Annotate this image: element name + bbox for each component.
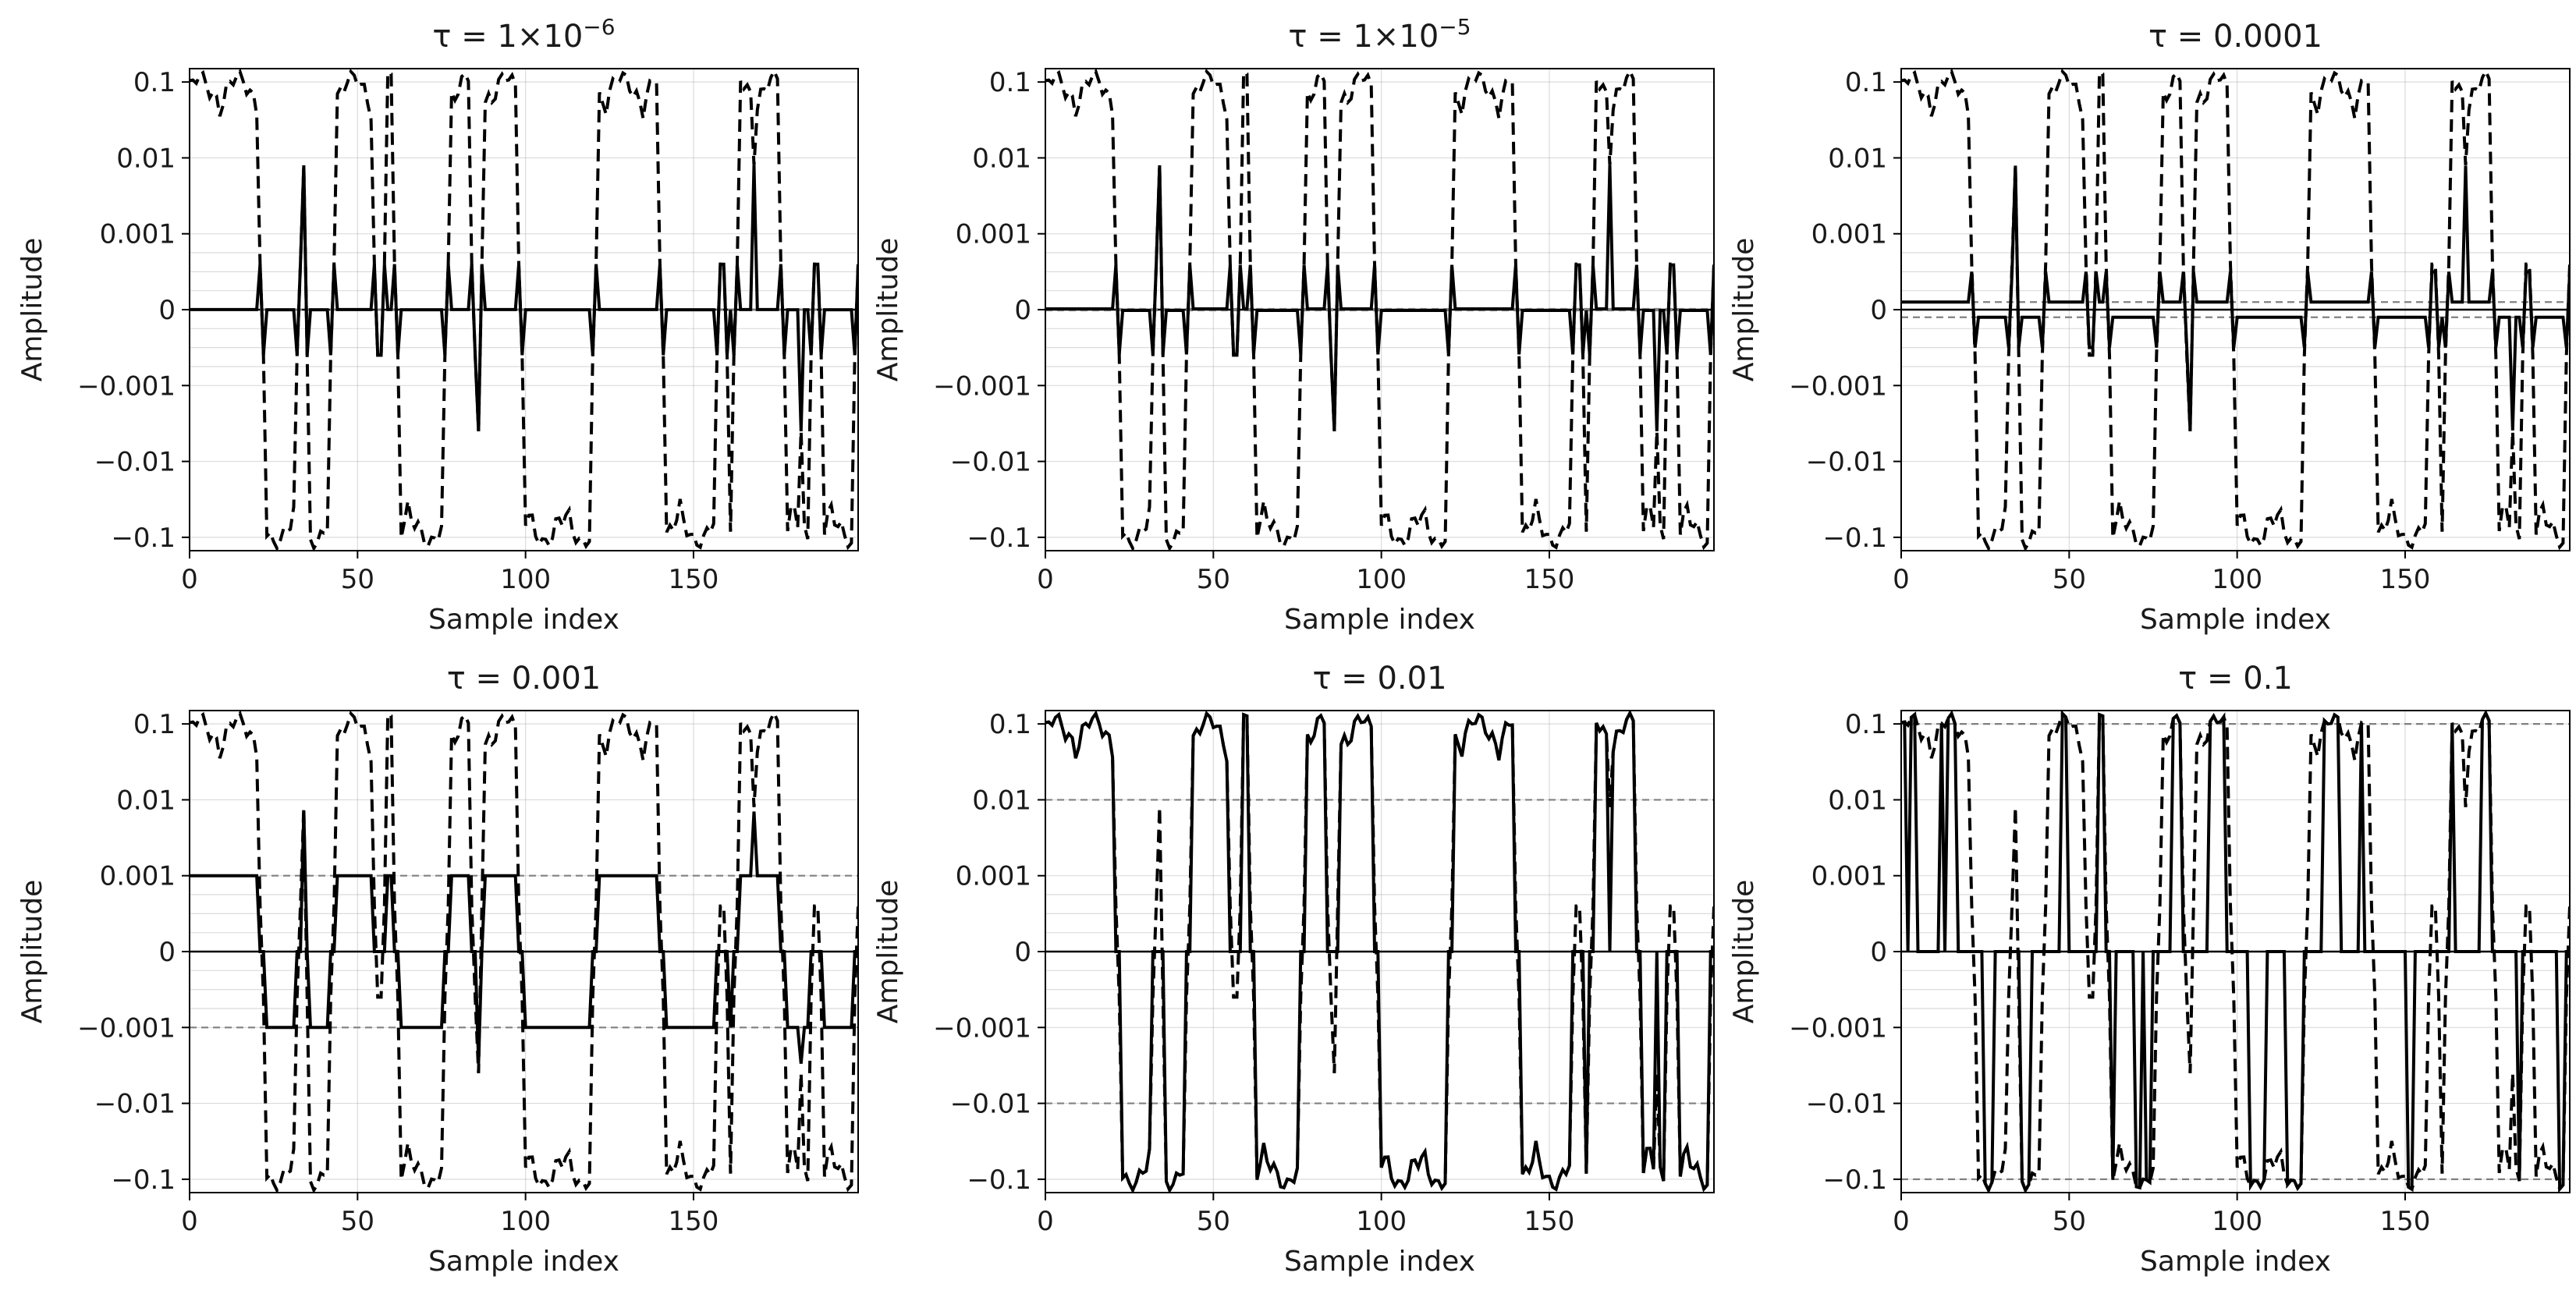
y-tick-label: 0.1 xyxy=(989,67,1031,98)
subplot-1: 0 50 100 150 0.1 0.01 0.001 0 −0.001 −0.01 −0.1 Sam… xyxy=(16,14,859,636)
y-tick-label: −0.001 xyxy=(77,1012,176,1044)
subplot-title: τ = 0.0001 xyxy=(2148,19,2322,55)
y-tick-label: 0.1 xyxy=(133,67,176,98)
x-axis-label: Sample index xyxy=(1284,1246,1475,1278)
x-tick-label: 50 xyxy=(2053,1206,2086,1237)
y-tick-label: −0.001 xyxy=(77,370,176,402)
x-axis-label: Sample index xyxy=(428,1246,619,1278)
y-tick-label: 0.001 xyxy=(956,861,1031,892)
y-axis-label: Amplitude xyxy=(1728,238,1760,381)
y-tick-label: −0.01 xyxy=(94,1089,176,1120)
y-tick-label: −0.1 xyxy=(111,523,176,554)
x-tick-label: 150 xyxy=(2380,1206,2431,1237)
subplot-2: 0 50 100 150 0.1 0.01 0.001 0 −0.001 −0.01 −0.1 Sam… xyxy=(872,14,1715,636)
series-input-signal xyxy=(1901,711,2570,1193)
x-tick-label: 100 xyxy=(2212,1206,2262,1237)
y-tick-label: −0.01 xyxy=(1806,447,1887,478)
series-thresholded-signal xyxy=(1901,711,2570,1193)
x-tick-label: 0 xyxy=(1893,564,1910,595)
y-tick-label: 0.001 xyxy=(100,861,176,892)
subplot-6: 0 50 100 150 0.1 0.01 0.001 0 −0.001 −0.01 −0.1 Sam… xyxy=(1728,661,2571,1278)
y-tick-label: −0.01 xyxy=(1806,1089,1887,1120)
y-tick-label: −0.1 xyxy=(1822,1165,1887,1196)
y-axis-label: Amplitude xyxy=(1728,880,1760,1023)
x-axis-label: Sample index xyxy=(2140,1246,2331,1278)
y-tick-label: −0.01 xyxy=(950,447,1031,478)
x-tick-label: 50 xyxy=(1197,564,1230,595)
y-axis-label: Amplitude xyxy=(16,238,48,381)
subplot-title: τ = 0.1 xyxy=(2178,661,2293,697)
subplot-4: 0 50 100 150 0.1 0.01 0.001 0 −0.001 −0.01 −0.1 Sam… xyxy=(16,661,859,1278)
x-tick-label: 0 xyxy=(181,1206,198,1237)
x-tick-label: 50 xyxy=(341,1206,374,1237)
series-thresholded-signal xyxy=(1045,165,1714,431)
x-tick-label: 50 xyxy=(1197,1206,1230,1237)
subplot-title: τ = 1×10−5 xyxy=(1288,14,1471,55)
x-tick-label: 50 xyxy=(2053,564,2086,595)
y-tick-label: 0.01 xyxy=(116,143,176,174)
x-axis-label: Sample index xyxy=(2140,604,2331,636)
y-axis-label: Amplitude xyxy=(16,880,48,1023)
y-tick-label: −0.1 xyxy=(967,523,1031,554)
y-tick-label: −0.01 xyxy=(94,447,176,478)
y-tick-label: 0.001 xyxy=(100,219,176,250)
y-tick-label: 0 xyxy=(1870,295,1887,326)
series-thresholded-signal xyxy=(190,811,858,1064)
series-thresholded-signal xyxy=(1901,165,2570,431)
y-tick-label: −0.1 xyxy=(1822,523,1887,554)
y-axis-label: Amplitude xyxy=(872,238,904,381)
x-tick-label: 0 xyxy=(1037,1206,1054,1237)
y-tick-label: 0.001 xyxy=(956,219,1031,250)
y-tick-label: 0.1 xyxy=(1845,709,1887,740)
x-tick-label: 150 xyxy=(2380,564,2431,595)
y-tick-label: 0.01 xyxy=(972,785,1031,816)
subplot-title: τ = 0.01 xyxy=(1312,661,1446,697)
y-tick-label: 0 xyxy=(1014,937,1031,968)
y-tick-label: 0.01 xyxy=(116,785,176,816)
x-tick-label: 50 xyxy=(341,564,374,595)
x-tick-label: 100 xyxy=(500,1206,551,1237)
x-axis-label: Sample index xyxy=(428,604,619,636)
y-tick-label: −0.001 xyxy=(1789,370,1887,402)
x-tick-label: 100 xyxy=(500,564,551,595)
y-tick-label: 0 xyxy=(1870,937,1887,968)
y-tick-label: 0 xyxy=(158,295,176,326)
y-tick-label: −0.1 xyxy=(967,1165,1031,1196)
series-thresholded-signal xyxy=(1045,711,1714,1193)
y-tick-label: −0.001 xyxy=(933,1012,1031,1044)
y-tick-label: 0 xyxy=(1014,295,1031,326)
x-tick-label: 100 xyxy=(1356,1206,1407,1237)
x-tick-label: 150 xyxy=(1524,1206,1575,1237)
subplot-title: τ = 1×10−6 xyxy=(432,14,615,55)
y-tick-label: −0.001 xyxy=(933,370,1031,402)
x-tick-label: 150 xyxy=(669,1206,719,1237)
y-tick-label: 0.01 xyxy=(1828,143,1887,174)
y-tick-label: −0.1 xyxy=(111,1165,176,1196)
subplot-5: 0 50 100 150 0.1 0.01 0.001 0 −0.001 −0.01 −0.1 Sam… xyxy=(872,661,1715,1278)
x-tick-label: 150 xyxy=(669,564,719,595)
x-tick-label: 100 xyxy=(1356,564,1407,595)
y-tick-label: 0.1 xyxy=(1845,67,1887,98)
x-tick-label: 150 xyxy=(1524,564,1575,595)
subplot-title: τ = 0.001 xyxy=(447,661,601,697)
y-tick-label: 0.1 xyxy=(989,709,1031,740)
x-tick-label: 0 xyxy=(1037,564,1054,595)
y-tick-label: 0.001 xyxy=(1811,219,1887,250)
y-axis-label: Amplitude xyxy=(872,880,904,1023)
y-tick-label: 0.01 xyxy=(1828,785,1887,816)
x-tick-label: 100 xyxy=(2212,564,2262,595)
y-tick-label: 0 xyxy=(158,937,176,968)
x-tick-label: 0 xyxy=(181,564,198,595)
y-tick-label: 0.1 xyxy=(133,709,176,740)
y-tick-label: −0.01 xyxy=(950,1089,1031,1120)
subplot-3: 0 50 100 150 0.1 0.01 0.001 0 −0.001 −0.01 −0.1 Sam… xyxy=(1728,19,2571,636)
series-thresholded-signal xyxy=(190,165,858,431)
y-tick-label: −0.001 xyxy=(1789,1012,1887,1044)
x-tick-label: 0 xyxy=(1893,1206,1910,1237)
x-axis-label: Sample index xyxy=(1284,604,1475,636)
y-tick-label: 0.01 xyxy=(972,143,1031,174)
y-tick-label: 0.001 xyxy=(1811,861,1887,892)
